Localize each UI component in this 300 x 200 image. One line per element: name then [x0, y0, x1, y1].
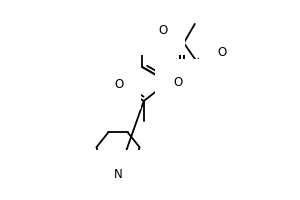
- Text: O: O: [173, 76, 182, 89]
- Text: O: O: [114, 78, 123, 91]
- Text: N: N: [114, 168, 122, 180]
- Text: O: O: [158, 24, 168, 38]
- Text: O: O: [217, 46, 226, 60]
